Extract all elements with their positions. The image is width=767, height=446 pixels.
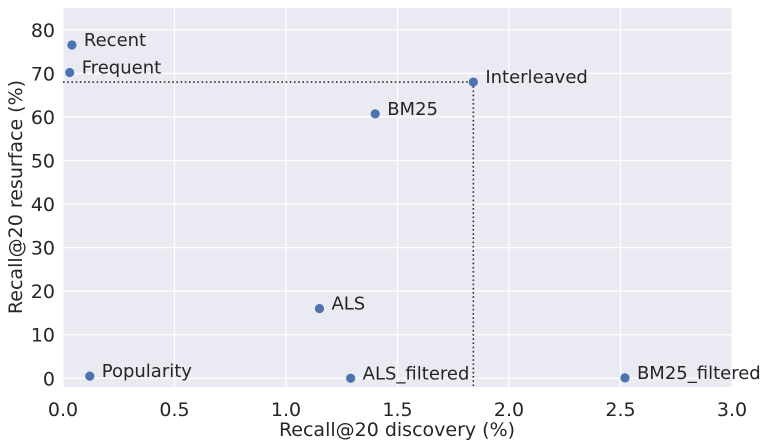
y-tick-label: 60 xyxy=(31,107,55,129)
y-tick-label: 50 xyxy=(31,150,55,172)
grid-lines xyxy=(62,8,733,387)
data-point xyxy=(370,109,380,119)
x-tick-labels: 0.0 0.5 1.0 1.5 2.0 2.5 3.0 xyxy=(48,399,747,421)
point-label: Interleaved xyxy=(485,67,588,88)
x-tick-label: 1.5 xyxy=(382,399,412,421)
x-tick-label: 3.0 xyxy=(717,399,747,421)
data-point xyxy=(314,303,325,314)
y-tick-label: 0 xyxy=(43,368,55,390)
point-label: Recent xyxy=(84,30,146,51)
y-tick-labels: 0 10 20 30 40 50 60 70 80 xyxy=(31,20,55,391)
x-tick-label: 1.0 xyxy=(271,399,301,421)
x-tick-label: 2.0 xyxy=(494,399,524,421)
data-point xyxy=(346,373,356,383)
x-axis-label: Recall@20 discovery (%) xyxy=(279,419,515,441)
y-axis-label: Recall@20 resurface (%) xyxy=(5,80,27,314)
point-label: BM25_filtered xyxy=(637,363,761,384)
x-tick-label: 0.5 xyxy=(159,399,189,421)
y-tick-label: 30 xyxy=(31,238,55,260)
y-tick-label: 80 xyxy=(31,20,55,42)
data-point xyxy=(468,77,478,87)
data-points: Recent Frequent Interleaved BM25 ALS Populari… xyxy=(65,30,761,384)
point-label: Popularity xyxy=(102,361,193,382)
point-label: BM25 xyxy=(387,99,438,120)
point-label: Frequent xyxy=(82,57,162,78)
point-label: ALS xyxy=(331,294,365,315)
point-label: ALS_filtered xyxy=(363,363,470,384)
reference-lines xyxy=(63,81,475,387)
y-tick-label: 10 xyxy=(31,325,55,347)
y-tick-label: 20 xyxy=(31,281,55,303)
data-point xyxy=(85,371,95,381)
x-tick-label: 0.0 xyxy=(48,399,78,421)
y-tick-label: 40 xyxy=(31,194,55,216)
x-tick-label: 2.5 xyxy=(605,399,635,421)
y-tick-label: 70 xyxy=(31,63,55,85)
data-point xyxy=(67,40,77,50)
data-point xyxy=(620,373,630,383)
data-point xyxy=(65,67,75,78)
